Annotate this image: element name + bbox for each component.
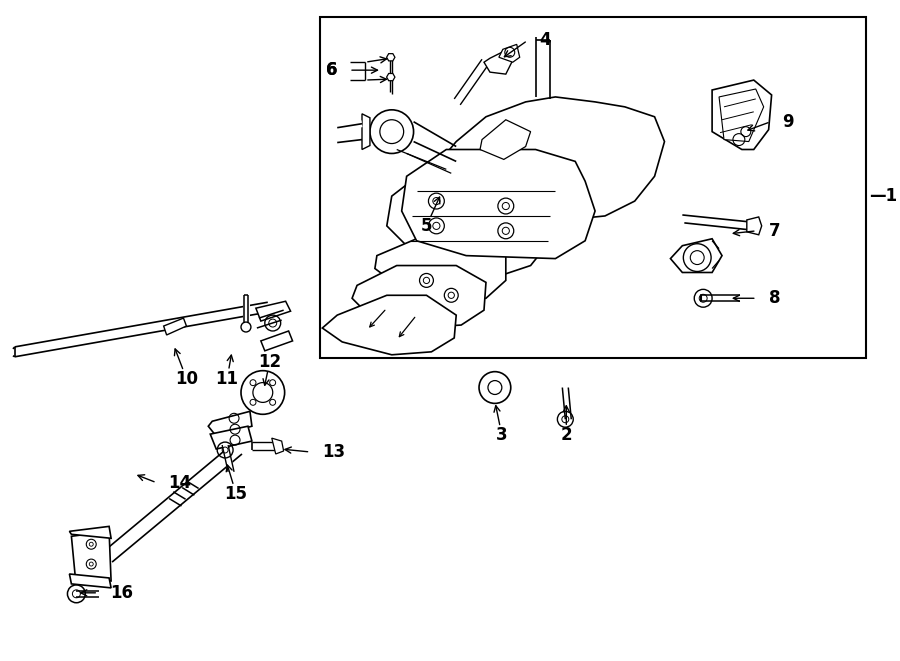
Text: 12: 12: [258, 353, 282, 371]
Polygon shape: [69, 526, 111, 538]
Polygon shape: [69, 574, 111, 588]
Text: 11: 11: [216, 369, 239, 387]
Polygon shape: [712, 80, 771, 149]
Polygon shape: [401, 149, 595, 258]
Text: 4: 4: [539, 32, 551, 50]
Polygon shape: [387, 169, 555, 276]
Bar: [320, 17, 866, 358]
Polygon shape: [375, 239, 506, 300]
Polygon shape: [670, 239, 722, 272]
Polygon shape: [71, 531, 111, 581]
Polygon shape: [164, 318, 186, 335]
Text: 6: 6: [326, 61, 338, 79]
Polygon shape: [362, 114, 370, 149]
Polygon shape: [484, 50, 512, 74]
Polygon shape: [352, 266, 486, 328]
Text: 14: 14: [168, 474, 192, 492]
Text: 10: 10: [175, 369, 198, 387]
Polygon shape: [387, 73, 395, 81]
Text: 6: 6: [326, 61, 338, 79]
Text: 7: 7: [769, 222, 780, 240]
Polygon shape: [211, 426, 252, 449]
Polygon shape: [208, 411, 252, 436]
Text: 13: 13: [322, 443, 346, 461]
Text: 3: 3: [496, 426, 508, 444]
Text: 5: 5: [420, 217, 432, 235]
Polygon shape: [272, 438, 284, 454]
Polygon shape: [499, 44, 519, 62]
Polygon shape: [441, 97, 664, 219]
Polygon shape: [719, 89, 764, 141]
Text: —1: —1: [868, 187, 897, 205]
Text: 9: 9: [782, 113, 794, 131]
Polygon shape: [387, 54, 395, 61]
Polygon shape: [256, 301, 291, 321]
Text: 15: 15: [224, 485, 248, 502]
Polygon shape: [322, 295, 456, 355]
Text: 8: 8: [769, 290, 780, 307]
Polygon shape: [747, 217, 761, 235]
Text: 2: 2: [561, 426, 572, 444]
Polygon shape: [480, 120, 531, 159]
Text: 16: 16: [110, 584, 133, 602]
Polygon shape: [261, 331, 292, 351]
